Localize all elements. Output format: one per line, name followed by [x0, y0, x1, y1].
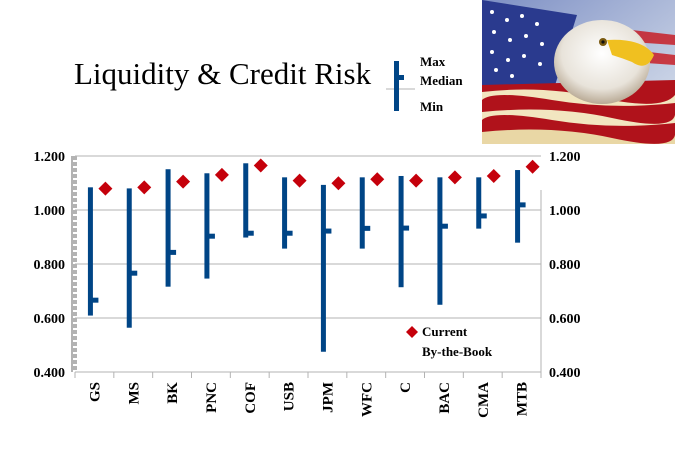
current-marker-ms: [137, 180, 152, 195]
legend-bythebook-label: By-the-Book: [422, 344, 493, 359]
median-tick-bac: [439, 223, 448, 229]
range-bar-usb: [282, 177, 288, 249]
key-min-label: Min: [420, 99, 444, 114]
key-median-tick: [396, 75, 404, 80]
range-bar-c: [398, 175, 404, 288]
marks: [87, 158, 540, 352]
x-tick-label: MS: [126, 382, 142, 405]
median-tick-usb: [284, 230, 293, 236]
current-marker-bac: [447, 170, 462, 185]
y-tick-label: 1.000: [34, 204, 66, 219]
median-tick-pnc: [206, 233, 215, 239]
median-tick-cma: [478, 213, 487, 219]
current-marker-cma: [486, 168, 501, 183]
legend-keys: [386, 61, 418, 338]
y2-tick-label: 0.600: [549, 312, 581, 327]
axes: [71, 156, 542, 378]
current-marker-jpm: [331, 176, 346, 191]
x-tick-label: JPM: [320, 382, 336, 413]
x-tick-label: COF: [243, 382, 259, 414]
median-tick-jpm: [323, 228, 332, 234]
tick-labels: 0.400 0.600 0.800 1.000 1.200 0.400 0.600 0.800…: [34, 150, 581, 418]
range-bar-cma: [476, 177, 482, 229]
y-tick-label: 0.600: [34, 312, 66, 327]
legend-current-marker: [406, 326, 418, 338]
x-tick-label: BK: [165, 382, 181, 404]
range-bar-bac: [437, 177, 443, 305]
legend-current-label: Current: [422, 324, 468, 339]
key-median-label: Median: [420, 73, 463, 88]
y2-tick-label: 0.400: [549, 366, 581, 381]
x-tick-label: USB: [282, 382, 298, 411]
current-marker-usb: [292, 173, 307, 188]
x-tick-label: GS: [87, 382, 103, 402]
y-tick-label: 0.400: [34, 366, 66, 381]
y-tick-label: 1.200: [34, 150, 66, 165]
current-marker-pnc: [214, 167, 229, 182]
x-tick-label: WFC: [359, 382, 375, 417]
y2-tick-label: 1.000: [549, 204, 581, 219]
range-bar-bk: [165, 169, 171, 287]
median-tick-bk: [168, 249, 177, 255]
current-marker-bk: [176, 174, 191, 189]
x-tick-label: CMA: [476, 382, 492, 418]
gridlines: [75, 155, 541, 319]
range-bar-ms: [126, 188, 132, 328]
x-tick-label: BAC: [437, 382, 453, 414]
median-tick-mtb: [517, 202, 526, 208]
median-tick-cof: [245, 230, 254, 236]
key-range-bar: [394, 61, 399, 111]
median-tick-c: [401, 225, 410, 231]
range-bar-pnc: [204, 173, 210, 279]
median-tick-ms: [129, 270, 138, 276]
x-tick-label: C: [398, 382, 414, 393]
range-bar-cof: [243, 163, 249, 238]
current-marker-cof: [253, 158, 268, 173]
x-tick-label: PNC: [204, 382, 220, 413]
current-marker-mtb: [525, 159, 540, 174]
median-tick-gs: [90, 297, 99, 303]
median-tick-wfc: [362, 225, 371, 231]
y-tick-label: 0.800: [34, 258, 66, 273]
y2-tick-label: 0.800: [549, 258, 581, 273]
key-max-label: Max: [420, 54, 446, 69]
y2-tick-label: 1.200: [549, 150, 581, 165]
eagle-flag-photo: [482, 0, 675, 144]
x-tick-label: MTB: [515, 382, 531, 416]
current-marker-wfc: [370, 172, 385, 187]
current-marker-gs: [98, 181, 113, 196]
current-marker-c: [409, 173, 424, 188]
range-bar-gs: [87, 187, 93, 316]
chart-title: Liquidity & Credit Risk: [74, 56, 372, 91]
range-bar-jpm: [320, 184, 326, 352]
range-bar-wfc: [359, 177, 365, 249]
